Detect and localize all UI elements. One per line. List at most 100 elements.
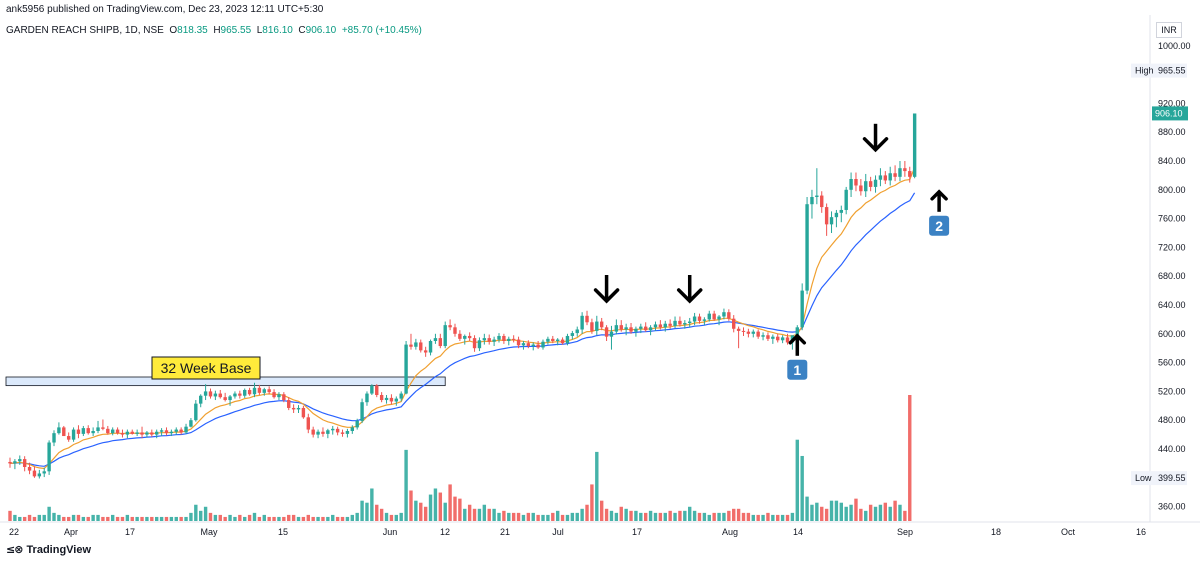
volume-bar <box>873 506 878 521</box>
candle-body <box>751 331 755 334</box>
candle-body <box>76 429 81 434</box>
volume-bar <box>159 516 164 521</box>
volume-bar <box>106 516 110 521</box>
volume-bar <box>619 506 623 521</box>
x-tick-label: 17 <box>632 527 642 537</box>
candle-body <box>815 195 819 197</box>
volume-bar <box>785 514 790 521</box>
volume-bar <box>741 512 746 521</box>
volume-bar <box>688 506 692 521</box>
volume-bar <box>32 516 37 521</box>
volume-bar <box>526 512 531 521</box>
candle-body <box>238 393 242 396</box>
volume-bar <box>155 516 159 521</box>
candle-body <box>776 336 780 341</box>
candle-body <box>560 339 565 344</box>
volume-bar <box>776 514 780 521</box>
candle-body <box>301 407 306 418</box>
candle-body <box>115 429 120 434</box>
candle-body <box>678 320 682 325</box>
candle-body <box>482 338 487 341</box>
volume-bar <box>18 516 22 521</box>
candle-body <box>497 335 501 340</box>
tradingview-logo[interactable]: ≤⊗ TradingView <box>6 543 91 556</box>
volume-bar <box>864 510 868 521</box>
candle-body <box>629 327 633 332</box>
candle-body <box>673 320 677 326</box>
candle-body <box>868 181 873 187</box>
volume-bar <box>521 514 526 521</box>
volume-bar <box>379 508 384 521</box>
volume-bar <box>893 500 897 521</box>
volume-bar <box>839 502 843 521</box>
candle-body <box>502 335 506 341</box>
volume-bar <box>580 508 584 521</box>
volume-bar <box>648 510 653 521</box>
candle-body <box>360 402 364 421</box>
candle-body <box>898 168 902 177</box>
candle-body <box>169 431 174 434</box>
candle-body <box>433 338 438 341</box>
volume-bar <box>257 516 262 521</box>
candle-body <box>8 461 12 464</box>
candle-body <box>663 323 667 328</box>
volume-bar <box>707 514 711 521</box>
volume-bar <box>355 512 359 521</box>
candle-body <box>531 344 535 347</box>
y-tick-label: 520.00 <box>1158 386 1186 396</box>
currency-button[interactable]: INR <box>1156 22 1182 38</box>
candle-body <box>199 395 203 404</box>
candle-body <box>511 338 516 340</box>
candle-body <box>800 290 804 328</box>
volume-bar <box>350 514 354 521</box>
up-arrow-annotation <box>788 333 807 356</box>
candle-body <box>135 432 139 434</box>
volume-bar <box>238 514 242 521</box>
volume-bar <box>644 512 648 521</box>
volume-bar <box>306 514 310 521</box>
candle-body <box>130 431 134 434</box>
volume-bar <box>277 516 281 521</box>
volume-bar <box>174 516 178 521</box>
candle-body <box>854 179 858 186</box>
volume-bar <box>115 516 120 521</box>
x-tick-label: Aug <box>722 527 738 537</box>
volume-bar <box>467 504 472 521</box>
candle-body <box>565 335 570 344</box>
candle-body <box>145 432 149 435</box>
volume-bar <box>57 514 61 521</box>
candle-body <box>756 331 760 337</box>
volume-bar <box>125 514 130 521</box>
candle-body <box>604 327 609 337</box>
candle-body <box>864 181 868 192</box>
volume-bar <box>849 504 853 521</box>
volume-bar <box>546 514 550 521</box>
candle-body <box>66 436 71 440</box>
candle-body <box>316 431 320 435</box>
candle-body <box>736 328 741 331</box>
candle-body <box>438 338 443 347</box>
candle-body <box>213 393 218 397</box>
volume-bar <box>531 512 535 521</box>
symbol-info: GARDEN REACH SHIPB, 1D, NSE O818.35 H965… <box>6 25 422 36</box>
volume-bar <box>66 516 71 521</box>
candle-body <box>824 207 829 225</box>
volume-bar <box>208 512 213 521</box>
volume-bar <box>472 508 477 521</box>
volume-bar <box>815 502 819 521</box>
volume-bar <box>130 516 134 521</box>
volume-bar <box>653 512 658 521</box>
volume-bar <box>262 514 266 521</box>
candle-body <box>365 393 369 403</box>
candle-body <box>47 442 51 472</box>
volume-bar <box>145 516 149 521</box>
high-label: H <box>213 25 221 36</box>
candle-body <box>272 392 276 398</box>
volume-bar <box>8 510 12 521</box>
candle-body <box>878 175 883 180</box>
volume-bar <box>37 514 42 521</box>
volume-bar <box>497 512 501 521</box>
candle-body <box>233 393 237 397</box>
volume-bar <box>712 512 716 521</box>
